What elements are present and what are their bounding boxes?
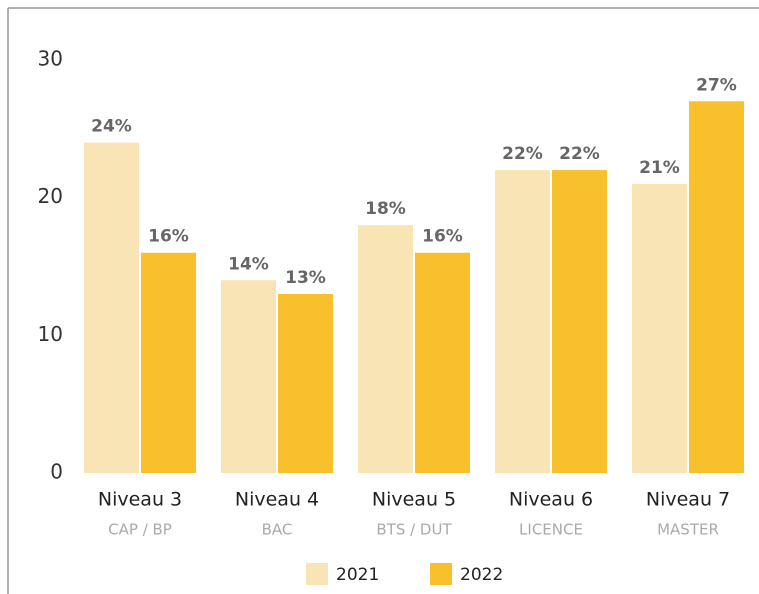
x-tick-label: Niveau 3 <box>98 489 182 511</box>
value-label: 16% <box>148 227 189 247</box>
x-tick-label: Niveau 6 <box>509 489 593 511</box>
value-label: 24% <box>91 117 132 137</box>
x-tick-label: Niveau 4 <box>235 489 319 511</box>
legend-label: 2021 <box>336 565 379 585</box>
bar <box>415 252 470 473</box>
bar <box>221 280 276 473</box>
x-tick-label: Niveau 7 <box>646 489 730 511</box>
x-sub-label: CAP / BP <box>108 521 172 539</box>
bar <box>358 225 413 473</box>
legend-swatch <box>430 563 452 585</box>
value-label: 14% <box>228 254 269 274</box>
x-sub-label: BTS / DUT <box>376 521 452 539</box>
legend-swatch <box>306 563 328 585</box>
y-tick-label: 10 <box>38 322 63 346</box>
value-label: 13% <box>285 268 326 288</box>
bar <box>495 170 550 473</box>
value-label: 16% <box>422 227 463 247</box>
bar <box>84 142 139 473</box>
value-label: 18% <box>365 199 406 219</box>
value-label: 21% <box>639 158 680 178</box>
bar <box>632 183 687 473</box>
bar <box>278 294 333 473</box>
bar <box>689 101 744 474</box>
legend-label: 2022 <box>460 565 503 585</box>
y-tick-label: 0 <box>50 460 63 484</box>
bar <box>552 170 607 473</box>
value-label: 22% <box>502 144 543 164</box>
value-label: 27% <box>696 75 737 95</box>
y-tick-label: 20 <box>38 184 63 208</box>
x-sub-label: MASTER <box>657 521 719 539</box>
x-tick-label: Niveau 5 <box>372 489 456 511</box>
x-sub-label: BAC <box>262 521 293 539</box>
y-tick-label: 30 <box>38 47 63 71</box>
bar <box>141 252 196 473</box>
value-label: 22% <box>559 144 600 164</box>
x-sub-label: LICENCE <box>519 521 583 539</box>
